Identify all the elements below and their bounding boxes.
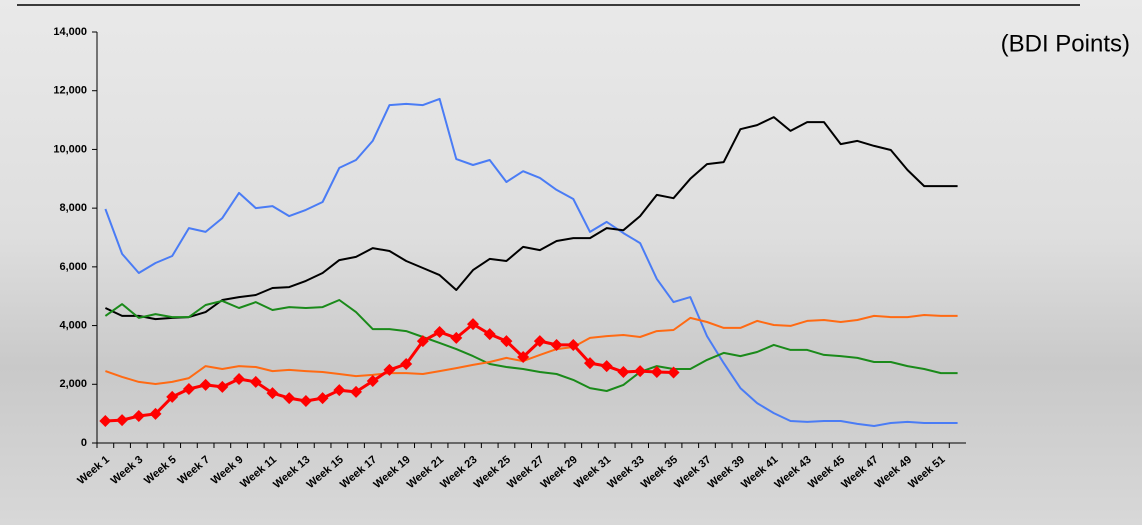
series-line: [104, 97, 958, 427]
y-tick-label: 12,000: [53, 85, 87, 97]
x-tick-label: Week 31: [572, 454, 613, 491]
x-tick-label: Week 5: [142, 454, 179, 487]
x-tick-label: Week 41: [739, 454, 780, 491]
data-marker: [233, 373, 246, 386]
x-tick-label: Week 3: [109, 454, 146, 487]
data-marker: [266, 387, 279, 400]
data-marker: [400, 358, 413, 371]
data-marker: [166, 390, 179, 403]
x-tick-label: Week 49: [873, 454, 914, 491]
data-marker: [283, 392, 296, 405]
y-tick-label: 14,000: [53, 26, 87, 38]
data-marker: [433, 326, 446, 339]
data-marker: [634, 365, 647, 378]
data-marker: [567, 338, 580, 351]
data-marker: [182, 382, 195, 395]
y-tick-label: 6,000: [59, 261, 87, 273]
y-tick-label: 8,000: [59, 202, 87, 214]
x-tick-label: Week 33: [605, 454, 646, 491]
x-tick-label: Week 15: [305, 454, 346, 491]
data-marker: [533, 335, 546, 348]
data-marker: [333, 384, 346, 397]
data-marker: [249, 375, 262, 388]
data-marker: [650, 365, 663, 378]
y-tick-label: 2,000: [59, 378, 87, 390]
data-marker: [149, 407, 162, 420]
x-tick-label: Week 13: [271, 454, 312, 491]
data-marker: [467, 318, 480, 331]
x-tick-label: Week 7: [176, 454, 213, 487]
x-tick-label: Week 43: [773, 454, 814, 491]
series-line: [104, 116, 958, 321]
data-marker: [366, 375, 379, 388]
data-marker: [383, 363, 396, 376]
data-marker: [483, 328, 496, 341]
data-marker: [667, 366, 680, 379]
annotation: (BDI Points): [1001, 30, 1130, 57]
x-tick-label: Week 27: [505, 454, 546, 491]
data-marker: [216, 380, 229, 393]
data-marker: [600, 360, 613, 373]
x-tick-label: Week 17: [338, 454, 379, 491]
y-tick-label: 0: [81, 437, 87, 449]
data-marker: [416, 335, 429, 348]
x-tick-label: Week 23: [438, 454, 479, 491]
x-tick-label: Week 21: [405, 454, 446, 491]
x-tick-label: Week 51: [906, 454, 947, 491]
data-marker: [316, 392, 329, 405]
data-marker: [299, 395, 312, 408]
x-tick-label: Week 35: [639, 454, 680, 491]
data-marker: [500, 335, 513, 348]
x-tick-label: Week 47: [839, 454, 880, 491]
x-tick-label: Week 39: [706, 454, 747, 491]
data-marker: [199, 378, 212, 391]
x-tick-label: Week 45: [806, 454, 847, 491]
x-tick-label: Week 1: [75, 454, 112, 487]
x-tick-label: Week 37: [672, 454, 713, 491]
data-marker: [550, 338, 563, 351]
series-line: [105, 314, 958, 385]
data-marker: [132, 409, 145, 422]
data-marker: [583, 357, 596, 370]
data-marker: [116, 414, 129, 427]
x-tick-label: Week 29: [539, 454, 580, 491]
x-tick-label: Week 25: [472, 454, 513, 491]
data-marker: [350, 385, 363, 398]
data-marker: [517, 350, 530, 363]
x-tick-label: Week 19: [371, 454, 412, 491]
series-line: [104, 299, 958, 392]
data-marker: [99, 414, 112, 427]
data-marker: [450, 331, 463, 344]
y-tick-label: 4,000: [59, 319, 87, 331]
data-marker: [617, 365, 630, 378]
y-tick-label: 10,000: [53, 143, 87, 155]
